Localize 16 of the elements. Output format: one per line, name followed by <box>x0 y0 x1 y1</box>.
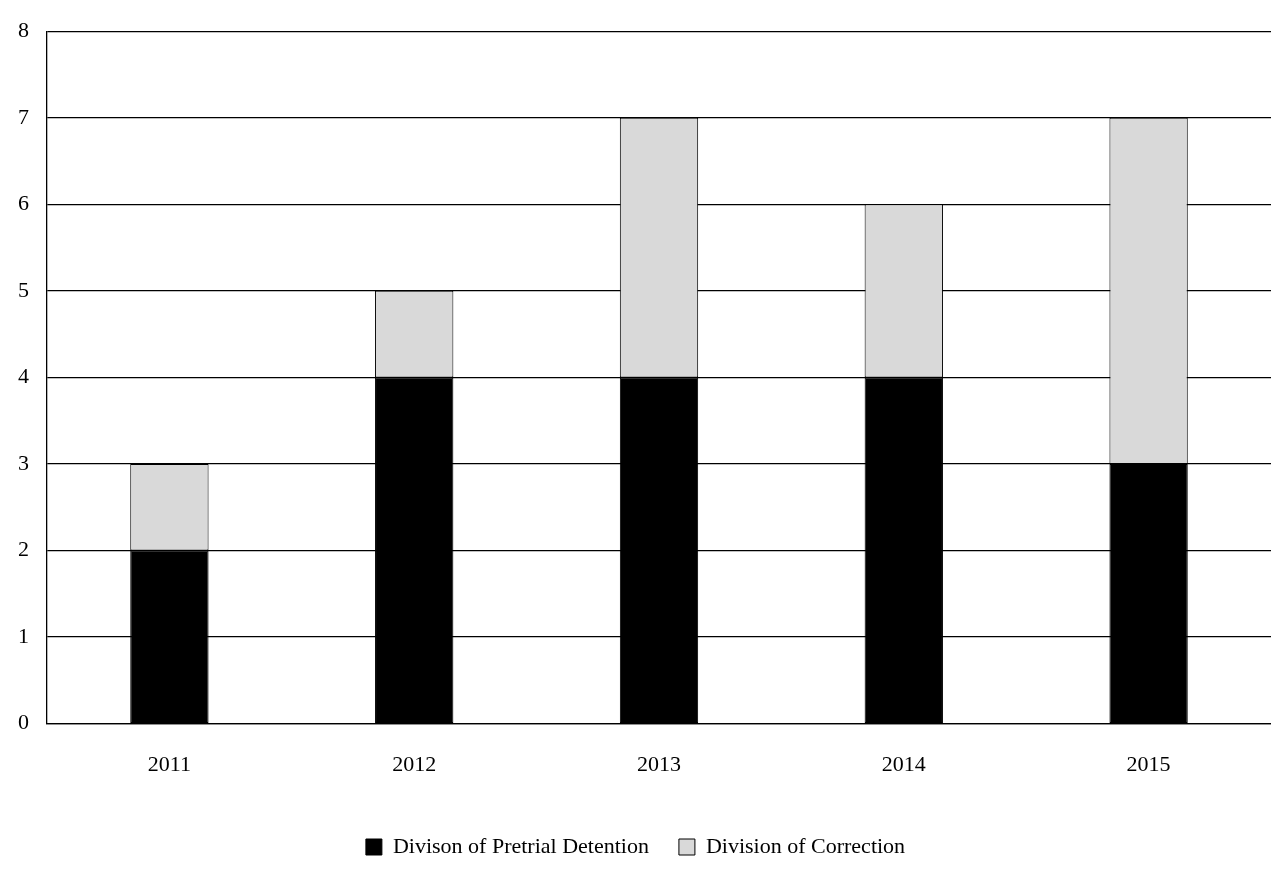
x-tick-label: 2013 <box>637 750 681 776</box>
x-tick-label: 2011 <box>147 750 191 776</box>
y-tick-label: 7 <box>18 103 29 129</box>
x-tick-label: 2014 <box>881 750 926 776</box>
legend-label: Divison of Pretrial Detention <box>392 832 649 858</box>
x-tick-label: 2015 <box>1126 750 1171 776</box>
legend-label: Division of Correction <box>705 832 906 858</box>
y-tick-label: 4 <box>18 363 29 389</box>
y-tick-label: 2 <box>18 536 29 562</box>
y-tick-label: 5 <box>18 276 29 302</box>
y-tick-label: 1 <box>18 622 29 648</box>
x-tick-label: 2012 <box>392 750 437 776</box>
y-tick-label: 8 <box>18 16 29 42</box>
y-tick-label: 6 <box>18 190 29 216</box>
y-tick-label: 3 <box>18 449 29 475</box>
y-tick-label: 0 <box>18 709 29 735</box>
